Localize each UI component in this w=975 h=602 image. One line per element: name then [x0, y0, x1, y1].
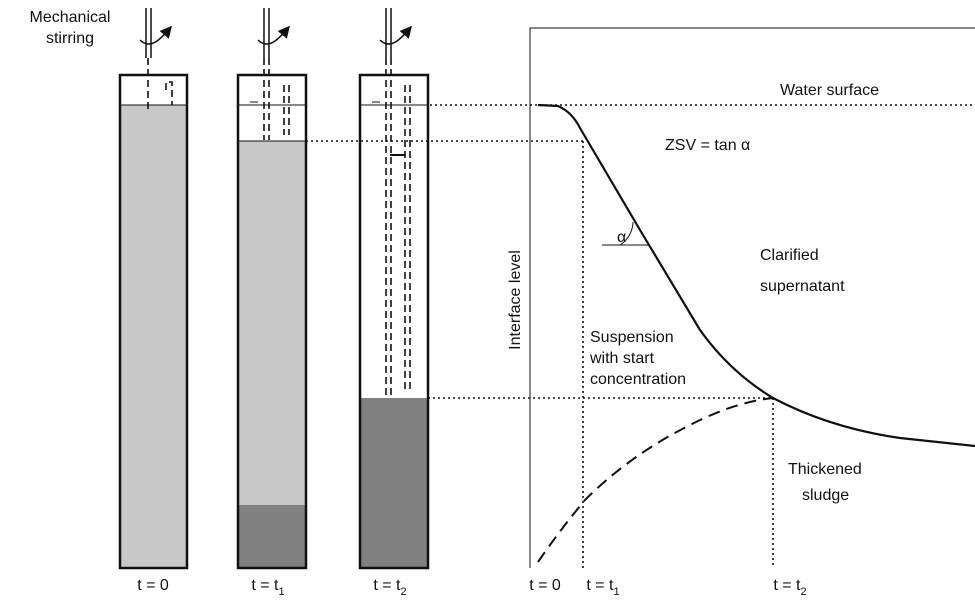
- column-label: t = t1: [251, 577, 284, 598]
- thickened-label: Thickened: [788, 461, 862, 478]
- label-part: 2: [401, 586, 407, 598]
- stirring-label: stirring: [46, 30, 94, 47]
- label-part: t = t: [373, 577, 401, 594]
- label-part: t = t: [586, 577, 614, 594]
- stirring-label: Mechanical: [30, 9, 111, 26]
- suspension-label: concentration: [590, 371, 686, 388]
- y-axis-label: Interface level: [507, 250, 524, 350]
- water-surface-label: Water surface: [780, 82, 879, 99]
- label-part: t = t: [773, 577, 801, 594]
- column: [120, 8, 187, 568]
- x-tick-label: t = t1: [586, 577, 619, 598]
- suspension-label: Suspension: [590, 329, 674, 346]
- column: [238, 8, 306, 568]
- clarified-label: Clarified: [760, 247, 819, 264]
- thickened-label: sludge: [802, 487, 849, 504]
- zsv-label: ZSV = tan α: [665, 137, 750, 154]
- column-label: t = 0: [137, 577, 169, 594]
- column-label: t = t2: [373, 577, 406, 598]
- diagram: Mechanical stirring t = 0 t = t1: [0, 0, 975, 602]
- label-part: t = 0: [529, 577, 561, 594]
- x-tick-label: t = t2: [773, 577, 806, 598]
- label-part: t = t: [251, 577, 279, 594]
- x-tick-label: t = 0: [529, 577, 561, 594]
- angle-label: α: [617, 229, 626, 246]
- label-part: 1: [614, 586, 620, 598]
- label-part: t = 0: [137, 577, 169, 594]
- label-part: 1: [279, 586, 285, 598]
- label-part: 2: [801, 586, 807, 598]
- clarified-label: supernatant: [760, 278, 845, 295]
- suspension-label: with start: [589, 350, 655, 367]
- column: [360, 8, 428, 568]
